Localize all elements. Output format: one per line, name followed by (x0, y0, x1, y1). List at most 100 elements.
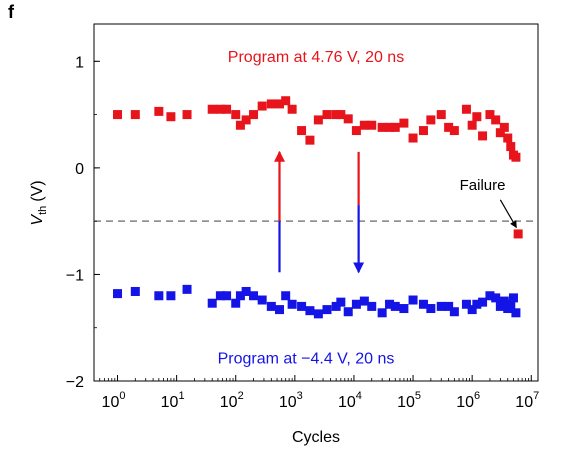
high-state-point (166, 112, 176, 122)
high-state-point (322, 110, 332, 120)
low-state-point (343, 307, 353, 317)
x-tick-base: 10 (161, 394, 179, 411)
low-state-point (449, 307, 459, 317)
y-axis-label-main: V (29, 214, 46, 226)
x-tick-base: 10 (220, 394, 238, 411)
low-state-point (426, 304, 436, 314)
high-state-point (331, 110, 341, 120)
high-state-point (343, 114, 353, 124)
high-state-point (449, 126, 459, 136)
high-state-point (297, 126, 307, 136)
low-state-point (235, 291, 245, 301)
low-state-point (281, 291, 291, 301)
low-state-point (222, 291, 232, 301)
x-tick-label: 101 (161, 390, 185, 411)
low-state-point (266, 301, 276, 311)
high-state-point (491, 115, 501, 125)
x-tick-exponent: 0 (119, 390, 125, 402)
low-state-point (367, 301, 377, 311)
x-tick-base: 10 (338, 394, 356, 411)
x-tick-label: 103 (279, 390, 303, 411)
x-tick-base: 10 (102, 394, 120, 411)
failure-annotation: Failure (460, 177, 506, 194)
low-state-point (444, 301, 454, 311)
high-state-point (461, 104, 471, 114)
low-state-point (418, 299, 428, 309)
high-state-point (182, 110, 192, 120)
high-state-point (274, 99, 284, 109)
y-tick-label: 1 (75, 54, 84, 71)
x-tick-label: 100 (102, 390, 126, 411)
low-state-point (385, 299, 395, 309)
panel-label: f (8, 2, 15, 22)
high-state-point (359, 120, 369, 130)
high-state-point (231, 110, 241, 120)
low-state-point (506, 299, 516, 309)
low-state-point (511, 308, 521, 318)
y-tick-label: −1 (66, 267, 84, 284)
low-state-point (351, 299, 361, 309)
x-tick-exponent: 5 (415, 390, 421, 402)
x-tick-exponent: 2 (238, 390, 244, 402)
low-state-point (499, 296, 509, 306)
low-state-point (331, 301, 341, 311)
high-state-point (235, 120, 245, 130)
low-state-point (241, 286, 251, 296)
high-state-point (154, 106, 164, 116)
low-state-point (113, 289, 123, 299)
low-state-point (472, 299, 482, 309)
high-state-point (313, 115, 323, 125)
high-state-point (436, 110, 446, 120)
high-state-point (506, 142, 516, 152)
high-state-point (390, 122, 400, 132)
y-axis-ticks: 1 0 −1 −2 (66, 54, 100, 391)
high-state-point (215, 104, 225, 114)
high-state-point (495, 128, 505, 138)
low-state-point (377, 308, 387, 318)
high-state-point (503, 133, 513, 143)
x-tick-exponent: 6 (474, 390, 480, 402)
low-state-point (166, 291, 176, 301)
low-state-point (390, 301, 400, 311)
high-state-point (467, 120, 477, 130)
high-state-point (336, 110, 346, 120)
low-state-point (399, 304, 409, 314)
x-axis-label: Cycles (292, 429, 340, 446)
low-state-point (359, 296, 369, 306)
high-state-point (485, 110, 495, 120)
high-state-point (426, 115, 436, 125)
high-state-point (249, 110, 259, 120)
high-state-point (287, 104, 297, 114)
low-state-point (495, 301, 505, 311)
low-state-point (182, 284, 192, 294)
high-state-point (266, 99, 276, 109)
low-state-point (297, 301, 307, 311)
high-state-point (241, 115, 251, 125)
high-state-point (367, 120, 377, 130)
x-tick-base: 10 (279, 394, 297, 411)
high-state-point (478, 131, 488, 141)
high-state-point (418, 126, 428, 136)
low-state-point (231, 298, 241, 308)
high-state-point (130, 110, 140, 120)
low-state-point (408, 295, 418, 305)
low-state-point (207, 298, 217, 308)
program-arrows (273, 150, 365, 274)
high-state-point (511, 152, 521, 162)
low-state-point (485, 291, 495, 301)
high-state-point (385, 122, 395, 132)
high-state-point (444, 122, 454, 132)
high-state-point (207, 104, 217, 114)
high-state-point (513, 229, 523, 239)
x-tick-label: 107 (515, 390, 539, 411)
low-state-point (287, 299, 297, 309)
low-state-point (215, 291, 225, 301)
x-tick-base: 10 (456, 394, 474, 411)
x-tick-label: 102 (220, 390, 244, 411)
high-state-point (472, 112, 482, 122)
high-state-point (399, 118, 409, 128)
x-tick-exponent: 7 (533, 390, 539, 402)
low-state-point (436, 301, 446, 311)
high-state-point (305, 135, 315, 145)
